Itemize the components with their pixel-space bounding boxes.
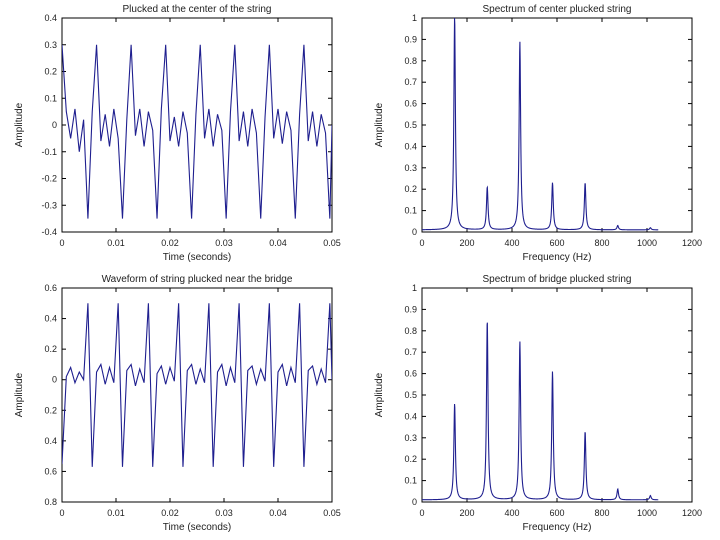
y-tick-label: 0.4: [44, 436, 57, 446]
x-axis-label: Frequency (Hz): [523, 522, 592, 533]
x-tick-label: 0: [59, 238, 64, 248]
y-tick-label: 1: [412, 283, 417, 293]
y-tick-label: 0.9: [404, 34, 417, 44]
y-tick-label: 0.7: [404, 347, 417, 357]
y-tick-label: -0.4: [41, 227, 57, 237]
y-tick-label: 0: [412, 227, 417, 237]
x-tick-label: 0.04: [269, 238, 287, 248]
y-tick-label: -0.2: [41, 174, 57, 184]
y-axis-label: Amplitude: [14, 372, 25, 417]
y-tick-label: 0: [52, 375, 57, 385]
chart-svg: 0 0.01 0.02 0.03 0.04 0.05 0.4 0.3 0.2 0.1 0 -0.1 -0…: [14, 4, 341, 263]
y-tick-label: 0.1: [44, 93, 57, 103]
y-tick-label: 0.3: [404, 433, 417, 443]
y-tick-label: 0.5: [404, 120, 417, 130]
x-tick-label: 600: [549, 238, 564, 248]
y-tick-label: 0.6: [44, 466, 57, 476]
chart-panel-center-spectrum: 0 200 400 600 800 1000 1200 1 0.9 0.8 0.7 0.6 0.5 0.4…: [360, 0, 720, 270]
y-tick-label: 1: [412, 13, 417, 23]
x-tick-label: 200: [459, 508, 474, 518]
x-tick-label: 1200: [682, 508, 702, 518]
chart-svg: 0 200 400 600 800 1000 1200 1 0.9 0.8 0.7 0.6 0.5 0.4…: [374, 274, 702, 533]
x-tick-label: 0: [419, 238, 424, 248]
y-tick-label: 0.4: [44, 314, 57, 324]
chart-svg: 0 0.01 0.02 0.03 0.04 0.05 0.6 0.4 0.2 0 0.2 0.4 0.6…: [14, 274, 341, 533]
series-line: [422, 18, 659, 231]
y-tick-label: 0.7: [404, 77, 417, 87]
x-axis-label: Time (seconds): [163, 252, 232, 263]
x-tick-label: 0.02: [161, 508, 179, 518]
y-tick-label: 0.3: [404, 163, 417, 173]
chart-title: Spectrum of bridge plucked string: [483, 274, 632, 285]
y-tick-label: 0.4: [44, 13, 57, 23]
x-tick-label: 800: [594, 238, 609, 248]
y-tick-label: 0.1: [404, 206, 417, 216]
x-tick-label: 0: [419, 508, 424, 518]
x-tick-label: 1200: [682, 238, 702, 248]
plot-frame: [421, 17, 693, 233]
x-tick-label: 1000: [637, 238, 657, 248]
y-tick-label: 0.6: [44, 283, 57, 293]
plot-frame: [421, 287, 693, 503]
series-line: [62, 303, 332, 467]
y-tick-label: 0.6: [404, 369, 417, 379]
y-tick-label: 0: [52, 120, 57, 130]
x-tick-label: 0.02: [161, 238, 179, 248]
y-tick-label: 0.2: [404, 454, 417, 464]
x-tick-label: 0.01: [107, 238, 125, 248]
series-line: [62, 44, 332, 219]
y-tick-label: 0.8: [44, 497, 57, 507]
x-tick-label: 1000: [637, 508, 657, 518]
y-tick-label: 0.2: [44, 405, 57, 415]
x-tick-label: 0.05: [323, 238, 341, 248]
x-axis-label: Frequency (Hz): [523, 252, 592, 263]
chart-panel-bridge-spectrum: 0 200 400 600 800 1000 1200 1 0.9 0.8 0.7 0.6 0.5 0.4…: [360, 270, 720, 540]
x-tick-label: 800: [594, 508, 609, 518]
chart-title: Spectrum of center plucked string: [483, 4, 632, 15]
y-tick-label: 0.2: [44, 67, 57, 77]
y-tick-label: 0.2: [44, 344, 57, 354]
y-tick-label: 0.2: [404, 184, 417, 194]
y-tick-label: 0.8: [404, 326, 417, 336]
x-tick-label: 0.04: [269, 508, 287, 518]
x-tick-label: 400: [504, 238, 519, 248]
chart-panel-center-waveform: 0 0.01 0.02 0.03 0.04 0.05 0.4 0.3 0.2 0.1 0 -0.1 -0…: [0, 0, 360, 270]
x-tick-label: 0.05: [323, 508, 341, 518]
x-tick-label: 0: [59, 508, 64, 518]
y-tick-label: 0: [412, 497, 417, 507]
series-line: [422, 322, 659, 501]
x-tick-label: 600: [549, 508, 564, 518]
y-axis-label: Amplitude: [374, 102, 385, 147]
y-tick-label: 0.8: [404, 56, 417, 66]
y-axis-label: Amplitude: [374, 372, 385, 417]
y-tick-label: 0.1: [404, 476, 417, 486]
chart-panel-bridge-waveform: 0 0.01 0.02 0.03 0.04 0.05 0.6 0.4 0.2 0 0.2 0.4 0.6…: [0, 270, 360, 540]
chart-svg: 0 200 400 600 800 1000 1200 1 0.9 0.8 0.7 0.6 0.5 0.4…: [374, 4, 702, 263]
y-tick-label: 0.9: [404, 304, 417, 314]
y-tick-label: 0.5: [404, 390, 417, 400]
x-axis-label: Time (seconds): [163, 522, 232, 533]
plot-frame: [61, 287, 333, 503]
y-tick-label: 0.3: [44, 40, 57, 50]
y-axis-label: Amplitude: [14, 102, 25, 147]
y-tick-label: 0.6: [404, 99, 417, 109]
y-tick-label: 0.4: [404, 411, 417, 421]
x-tick-label: 400: [504, 508, 519, 518]
x-tick-label: 0.03: [215, 508, 233, 518]
chart-title: Plucked at the center of the string: [123, 4, 272, 15]
chart-title: Waveform of string plucked near the brid…: [102, 274, 293, 285]
x-tick-label: 0.03: [215, 238, 233, 248]
y-tick-label: -0.3: [41, 200, 57, 210]
y-tick-label: -0.1: [41, 147, 57, 157]
x-tick-label: 200: [459, 238, 474, 248]
plot-frame: [61, 17, 333, 233]
y-tick-label: 0.4: [404, 141, 417, 151]
x-tick-label: 0.01: [107, 508, 125, 518]
